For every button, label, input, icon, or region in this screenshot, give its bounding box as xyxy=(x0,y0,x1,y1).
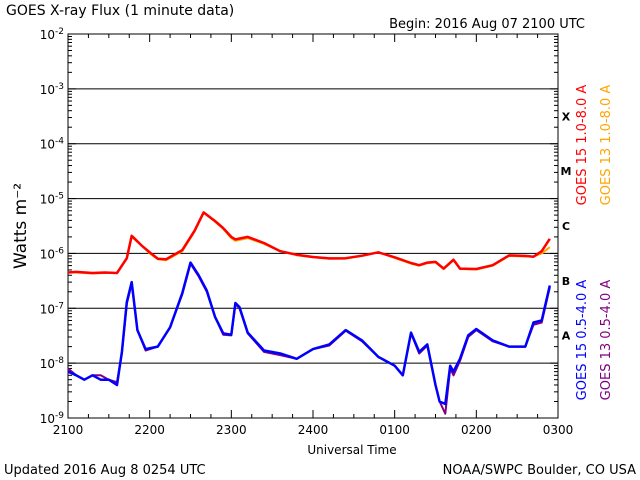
chart-title: GOES X-ray Flux (1 minute data) xyxy=(6,3,234,19)
legend-label: GOES 13 0.5-4.0 A xyxy=(599,280,614,401)
series-line-3 xyxy=(67,261,552,406)
y-tick-label: 10-8 xyxy=(40,356,65,371)
x-tick-label: 0100 xyxy=(379,423,410,437)
x-tick-label: 2200 xyxy=(134,423,165,437)
legend-label: GOES 13 1.0-8.0 A xyxy=(599,85,614,206)
y-tick-label: 10-9 xyxy=(40,411,65,426)
x-tick-label: 2300 xyxy=(216,423,247,437)
y-tick-label: 10-6 xyxy=(40,246,65,261)
legend-label: GOES 15 0.5-4.0 A xyxy=(575,280,590,401)
flare-class-label: C xyxy=(562,220,570,233)
begin-time: Begin: 2016 Aug 07 2100 UTC xyxy=(389,17,585,32)
plot-frame xyxy=(67,33,559,419)
y-tick-label: 10-3 xyxy=(40,82,64,97)
series-line-1 xyxy=(67,211,551,275)
flare-class-label: A xyxy=(562,330,571,343)
credit-text: NOAA/SWPC Boulder, CO USA xyxy=(443,463,636,478)
y-tick-label: 10-5 xyxy=(40,192,64,207)
y-tick-label: 10-7 xyxy=(40,301,64,316)
flare-class-label: M xyxy=(561,165,572,178)
x-tick-label: 2400 xyxy=(298,423,329,437)
x-tick-label: 0200 xyxy=(461,423,492,437)
x-tick-label: 2100 xyxy=(53,423,84,437)
y-tick-label: 10-4 xyxy=(40,137,65,152)
flare-class-label: B xyxy=(562,275,570,288)
flare-class-label: X xyxy=(562,110,571,123)
updated-time: Updated 2016 Aug 8 0254 UTC xyxy=(4,463,206,478)
legend-label: GOES 15 1.0-8.0 A xyxy=(575,85,590,206)
x-tick-label: 0300 xyxy=(543,423,574,437)
y-axis-label: Watts m⁻² xyxy=(11,183,31,269)
y-tick-label: 10-2 xyxy=(40,27,64,42)
x-axis-label: Universal Time xyxy=(307,443,396,457)
